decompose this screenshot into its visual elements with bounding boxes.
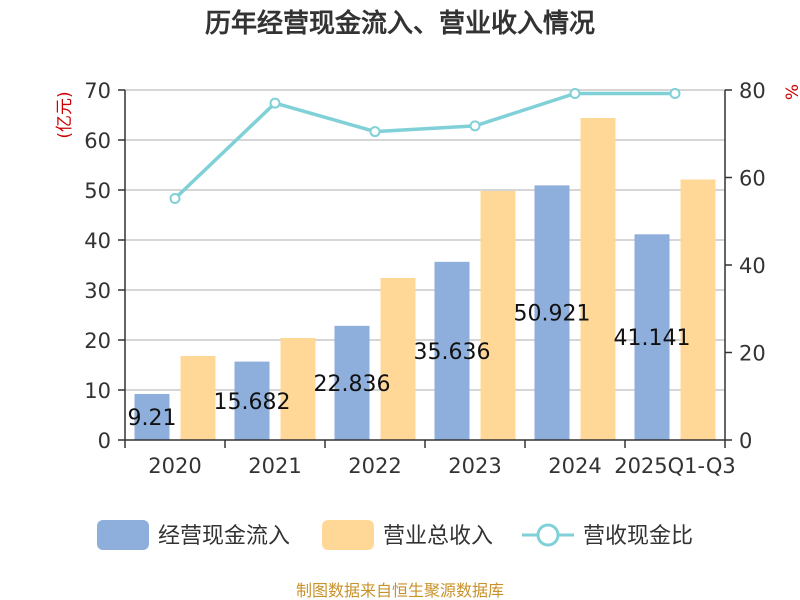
bar-cash-inflow-2022 xyxy=(334,325,370,440)
bar-cash-inflow-2020 xyxy=(134,393,170,440)
legend-swatch-cash-inflow xyxy=(97,520,149,550)
y-left-tick-label: 0 xyxy=(98,429,111,453)
x-tick-label-2021: 2021 xyxy=(248,454,301,478)
bar-revenue-2021 xyxy=(280,338,316,440)
bar-revenue-2022 xyxy=(380,278,416,440)
bar-revenue-2024 xyxy=(580,118,616,440)
y-right-tick-label: 60 xyxy=(739,167,766,191)
data-label-cash-inflow-2023: 35.636 xyxy=(414,340,491,365)
line-ratio-point-2022 xyxy=(369,126,381,138)
data-labels: 9.21 15.682 22.836 35.636 50.921 41.141 xyxy=(128,302,691,431)
y-left-tick-label: 40 xyxy=(84,229,111,253)
data-label-cash-inflow-2021: 15.682 xyxy=(214,390,291,415)
bar-cash-inflow-2023 xyxy=(434,261,470,440)
line-ratio-point-2025Q1-Q3 xyxy=(669,88,681,99)
y-right-tick-label: 80 xyxy=(739,79,766,103)
y-left-tick-label: 60 xyxy=(84,129,111,153)
data-label-cash-inflow-2025Q1-Q3: 41.141 xyxy=(614,326,691,351)
chart-title: 历年经营现金流入、营业收入情况 xyxy=(205,8,595,39)
data-label-cash-inflow-2022: 22.836 xyxy=(314,372,391,397)
x-tick-label-2022: 2022 xyxy=(348,454,401,478)
data-label-cash-inflow-2020: 9.21 xyxy=(128,406,177,431)
y-left-tick-label: 20 xyxy=(84,329,111,353)
x-tick-label-2025Q1-Q3: 2025Q1-Q3 xyxy=(614,454,736,478)
grid-lines xyxy=(125,89,725,391)
bar-cash-inflow-2025Q1-Q3 xyxy=(634,234,670,440)
y-left-tick-label: 30 xyxy=(84,279,111,303)
legend-marker-ratio xyxy=(536,523,560,547)
bar-revenue-2025Q1-Q3 xyxy=(680,179,716,440)
line-ratio-point-2024 xyxy=(569,88,581,99)
y-left-tick-label: 50 xyxy=(84,179,111,203)
line-ratio-path xyxy=(173,91,675,200)
y-right-tick-label: 0 xyxy=(739,429,752,453)
y-left-tick-label: 70 xyxy=(84,79,111,103)
x-tick-label-2023: 2023 xyxy=(448,454,501,478)
line-ratio-point-2021 xyxy=(269,97,281,109)
axes: 0 10 20 30 40 50 60 70 0 20 40 60 80 2020 2021 2022 2023… xyxy=(84,79,765,478)
legend: 经营现金流入 营业总收入 营收现金比 xyxy=(97,520,693,550)
line-ratio-point-2023 xyxy=(469,120,481,132)
source-note: 制图数据来自恒生聚源数据库 xyxy=(296,581,504,600)
ratio-line xyxy=(169,88,681,204)
bars xyxy=(134,118,716,440)
legend-label-ratio: 营收现金比 xyxy=(583,524,693,549)
x-tick-label-2024: 2024 xyxy=(548,454,601,478)
bar-cash-inflow-2021 xyxy=(234,361,270,440)
y-right-axis-label: % xyxy=(783,84,800,100)
bar-cash-inflow-2024 xyxy=(534,185,570,440)
legend-label-cash-inflow: 经营现金流入 xyxy=(158,524,290,549)
y-left-tick-label: 10 xyxy=(84,379,111,403)
legend-swatch-revenue xyxy=(322,520,374,550)
data-label-cash-inflow-2024: 50.921 xyxy=(514,302,591,327)
y-right-tick-label: 40 xyxy=(739,254,766,278)
bar-revenue-2023 xyxy=(480,191,516,440)
x-tick-label-2020: 2020 xyxy=(148,454,201,478)
legend-label-revenue: 营业总收入 xyxy=(383,524,493,549)
line-ratio-point-2020 xyxy=(169,193,181,204)
y-right-tick-label: 20 xyxy=(739,342,766,366)
y-left-axis-label: (亿元) xyxy=(55,91,75,138)
bar-revenue-2020 xyxy=(180,356,216,440)
